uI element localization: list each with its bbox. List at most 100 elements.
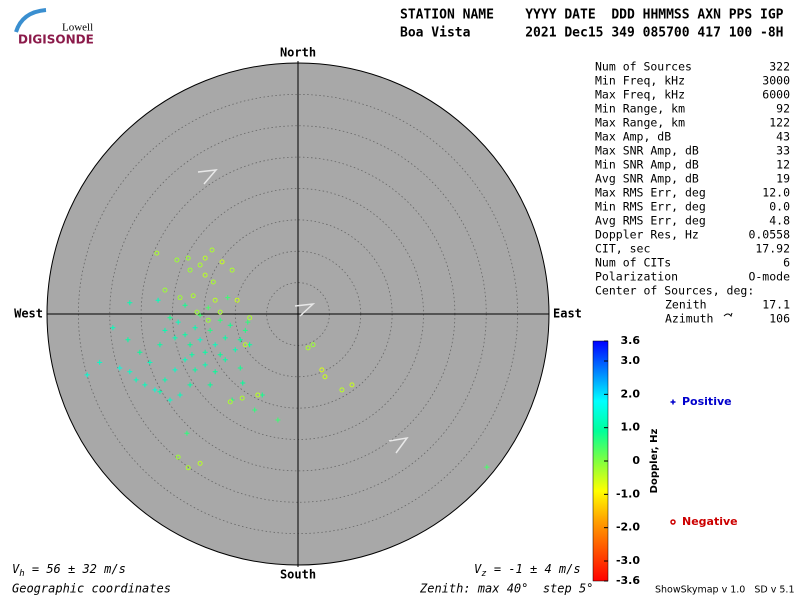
point-plus — [172, 335, 178, 341]
point-plus — [252, 407, 258, 413]
arrow — [294, 303, 316, 317]
stat-label: Max RMS Err, deg — [595, 186, 706, 200]
colorbar-tick-label: 2.0 — [621, 387, 641, 400]
point-plus — [202, 362, 208, 368]
point-plus — [117, 365, 123, 371]
point-circle — [209, 247, 215, 253]
direction-label: North — [280, 46, 316, 60]
stat-value: 6000 — [762, 88, 790, 102]
stat-value: 0.0558 — [748, 228, 790, 242]
point-circle — [255, 392, 261, 398]
point-circle — [234, 297, 240, 303]
direction-label: South — [280, 568, 316, 582]
stat-label: Num of CITs — [595, 256, 671, 270]
point-plus — [212, 342, 218, 348]
point-circle — [202, 272, 208, 278]
point-plus — [172, 367, 178, 373]
colorbar-tick-label: 1.0 — [621, 421, 641, 434]
zenith-note: Zenith: max 40° step 5° — [419, 582, 593, 596]
point-plus — [192, 325, 198, 331]
point-plus — [205, 305, 211, 311]
stat-label: Min Freq, kHz — [595, 74, 685, 88]
point-circle — [175, 454, 181, 460]
point-plus — [84, 372, 90, 378]
stat-value: 17.92 — [755, 242, 790, 256]
point-circle — [197, 460, 203, 466]
vz-sub: z — [481, 569, 486, 579]
point-plus — [227, 322, 233, 328]
point-plus — [259, 392, 265, 398]
point-circle — [154, 250, 160, 256]
point-plus — [137, 349, 143, 355]
point-plus — [240, 380, 246, 386]
point-circle — [242, 342, 248, 348]
center-value: 106 — [769, 312, 790, 326]
point-circle — [185, 255, 191, 261]
stat-value: 92 — [776, 102, 790, 116]
stat-value: 19 — [776, 172, 790, 186]
point-circle — [185, 465, 191, 471]
vh: Vh = 56 ± 32 m/s — [12, 562, 126, 579]
point-plus — [484, 464, 490, 470]
point-circle — [239, 395, 245, 401]
point-plus — [197, 312, 203, 318]
point-plus — [97, 359, 103, 365]
point-plus — [237, 365, 243, 371]
stat-value: 33 — [776, 144, 790, 158]
stat-value: 12 — [776, 158, 790, 172]
point-circle — [319, 367, 325, 373]
colorbar-tick-label: -1.0 — [616, 487, 640, 500]
point-plus — [245, 319, 251, 325]
stat-value: 322 — [769, 60, 790, 74]
point-plus — [110, 325, 116, 331]
point-plus — [127, 300, 133, 306]
colorbar-tick-label: 3.6 — [621, 334, 641, 347]
version: ShowSkymap v 1.0 SD v 5.1 — [655, 585, 795, 596]
stat-label: Polarization — [595, 270, 678, 284]
point-plus — [197, 337, 203, 343]
point-circle — [177, 295, 183, 301]
stat-label: Min Range, km — [595, 102, 685, 116]
arrows — [197, 169, 409, 454]
point-plus — [147, 359, 153, 365]
point-circle — [190, 293, 196, 299]
point-plus — [162, 377, 168, 383]
direction-label: West — [14, 307, 43, 321]
point-plus — [192, 367, 198, 373]
point-plus — [152, 387, 158, 393]
point-plus — [275, 417, 281, 423]
stat-value: 122 — [769, 116, 790, 130]
point-circle — [174, 257, 180, 263]
logo-top: Lowell — [62, 22, 93, 34]
vh-sub: h — [19, 569, 24, 579]
point-circle — [217, 309, 223, 315]
point-circle — [229, 267, 235, 273]
header-line: STATION NAME YYYY DATE DDD HHMMSS AXN PP… — [400, 8, 784, 23]
point-plus — [133, 377, 139, 383]
stat-label: Min SNR Amp, dB — [595, 158, 699, 172]
point-circle — [210, 279, 216, 285]
point-circle — [322, 374, 328, 380]
point-circle — [212, 297, 218, 303]
point-circle — [247, 315, 253, 321]
point-plus — [157, 389, 163, 395]
stat-label: Doppler Res, Hz — [595, 228, 699, 242]
stat-value: 0.0 — [769, 200, 790, 214]
colorbar-label: Doppler, Hz — [649, 429, 660, 494]
arrow — [197, 169, 218, 185]
point-circle — [194, 309, 200, 315]
point-plus — [175, 319, 181, 325]
point-plus — [155, 297, 161, 303]
stat-value: 4.8 — [769, 214, 790, 228]
stat-label: Max Freq, kHz — [595, 88, 685, 102]
header-line: Boa Vista 2021 Dec15 349 085700 417 100 … — [400, 26, 784, 41]
vh-symbol: V — [12, 562, 20, 576]
point-plus — [207, 327, 213, 333]
point-plus — [187, 382, 193, 388]
vz-symbol: V — [474, 562, 482, 576]
point-circle — [187, 267, 193, 273]
point-circle — [305, 345, 311, 351]
legend-marker — [670, 399, 676, 405]
point-plus — [222, 357, 228, 363]
